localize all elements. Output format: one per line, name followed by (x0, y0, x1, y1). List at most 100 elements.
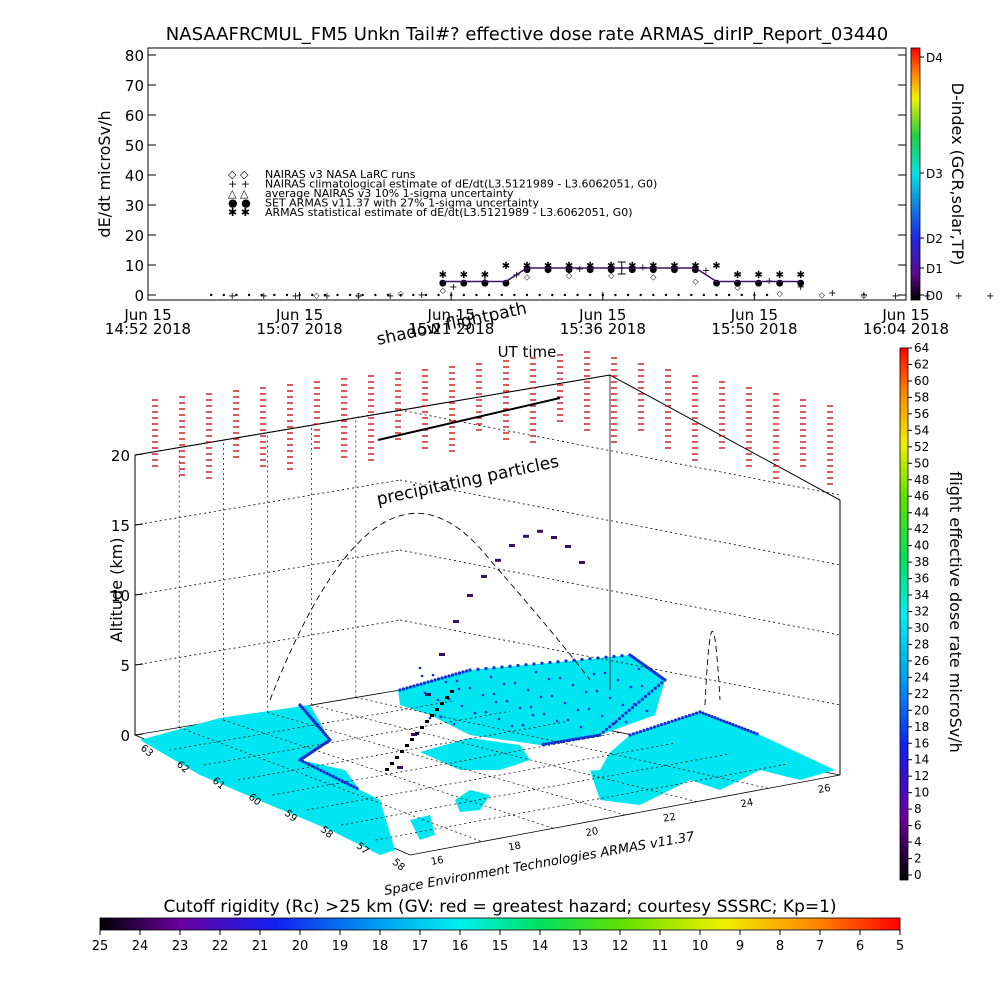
coast-dot (547, 677, 551, 681)
coast-dot (319, 768, 323, 773)
flight-point (411, 733, 417, 736)
data-point: ● (649, 265, 657, 275)
ground-track-point (415, 732, 419, 735)
dose-rate-tick-label: 20 (914, 703, 929, 717)
data-point: ✱ (481, 270, 489, 281)
coast-dot (325, 771, 329, 776)
shadow-flightpath-curve (269, 512, 591, 701)
data-point: ✱ (607, 261, 615, 272)
top-x-tick-label-date: Jun 15 (427, 306, 475, 324)
coast-dot (419, 682, 423, 686)
coast-dot (740, 726, 744, 730)
coast-dot (643, 694, 648, 699)
dose-rate-colorbar (899, 347, 909, 881)
coast-dot (687, 713, 692, 718)
coast-dot (620, 654, 624, 658)
coast-dot (450, 673, 455, 677)
baseline-point (247, 293, 251, 297)
baseline-point (412, 293, 415, 297)
baseline-point (298, 293, 301, 297)
coast-dot (632, 702, 636, 706)
coast-dot (571, 737, 575, 742)
coast-dot (518, 706, 522, 710)
legend-symbol: △ △ (228, 187, 249, 200)
coast-dot (444, 680, 448, 684)
coast-dot (328, 773, 332, 777)
coast-dot (635, 731, 639, 735)
data-point: + (733, 270, 741, 281)
coast-dot (666, 720, 671, 724)
legend-label: ARMAS statistical estimate of dE/dt(L3.5… (265, 206, 632, 219)
coast-dot (355, 786, 359, 791)
baseline-point (563, 293, 567, 297)
baseline-point (702, 293, 706, 297)
flight-point (495, 558, 501, 562)
data-point: + (323, 291, 331, 302)
dose-rate-tick-label: 28 (914, 637, 929, 651)
coast-dot (476, 668, 480, 672)
coast-dot (638, 729, 643, 734)
shadow-flightpath-top (377, 397, 561, 441)
coast-dot (707, 713, 711, 718)
coast-dot (645, 727, 650, 731)
ground-track-point (385, 768, 389, 771)
coast-dot (624, 720, 628, 724)
data-point: + (228, 291, 236, 302)
top-x-tick-label-time: 14:52 2018 (105, 320, 191, 338)
dose-rate-tick-label: 4 (914, 835, 922, 849)
coast-dot (484, 710, 488, 714)
map-3d-panel: shadow flightpath precipitating particle… (107, 299, 841, 899)
cutoff-tick-label: 22 (212, 939, 229, 954)
dose-rate-tick-label: 42 (914, 522, 929, 536)
baseline-point (513, 293, 516, 297)
d-index-label: D-index (GCR,solar,TP) (948, 83, 967, 266)
cutoff-tick-label: 21 (252, 939, 269, 954)
top-y-tick-label: 20 (125, 227, 144, 245)
dose-rate-tick-label: 24 (914, 670, 929, 684)
d-index-tick-label: D2 (926, 232, 943, 246)
coast-dot (566, 718, 570, 722)
data-point: + (891, 291, 899, 302)
coast-dot (698, 710, 702, 714)
coast-dot (405, 686, 409, 690)
coast-dot (301, 759, 305, 764)
coast-dot (604, 727, 609, 732)
flight-point (481, 575, 487, 578)
top-x-tick-label-date: Jun 15 (123, 306, 171, 324)
coast-dot (656, 683, 661, 688)
altitude-tick (134, 453, 144, 456)
coast-dot (331, 774, 335, 779)
coast-dot (650, 689, 654, 693)
data-point: ● (460, 279, 468, 289)
coast-dot (460, 704, 464, 708)
flight-point (439, 653, 445, 656)
data-point: ✱ (712, 261, 720, 272)
top-x-tick-label-time: 15:36 2018 (560, 320, 646, 338)
data-point: ✱ (544, 261, 552, 272)
coast-dot (541, 742, 545, 747)
coast-dot (584, 690, 588, 694)
baseline-point (336, 293, 339, 297)
baseline-point (487, 293, 491, 297)
data-point: ◇ (861, 291, 868, 300)
coast-dot (728, 721, 732, 726)
coast-dot (542, 712, 546, 716)
coast-dot (640, 697, 644, 701)
cutoff-tick-label: 16 (452, 939, 469, 954)
coast-dot (746, 728, 750, 733)
coast-dot (755, 732, 759, 736)
coast-dot (563, 701, 567, 705)
coast-dot (494, 700, 498, 704)
top-y-axis-label: dE/dt microSv/h (95, 110, 114, 237)
top-x-tick-label-time: 16:04 2018 (863, 320, 949, 338)
dose-rate-tick-label: 2 (914, 852, 922, 866)
coast-dot (587, 707, 591, 711)
altitude-tick-label: 0 (120, 727, 130, 745)
coast-dot (428, 716, 432, 720)
coast-dot (553, 740, 557, 745)
coast-dot (508, 664, 512, 668)
dose-rate-tick-label: 14 (914, 753, 929, 767)
altitude-tick (134, 523, 144, 526)
coast-dot (598, 733, 602, 737)
